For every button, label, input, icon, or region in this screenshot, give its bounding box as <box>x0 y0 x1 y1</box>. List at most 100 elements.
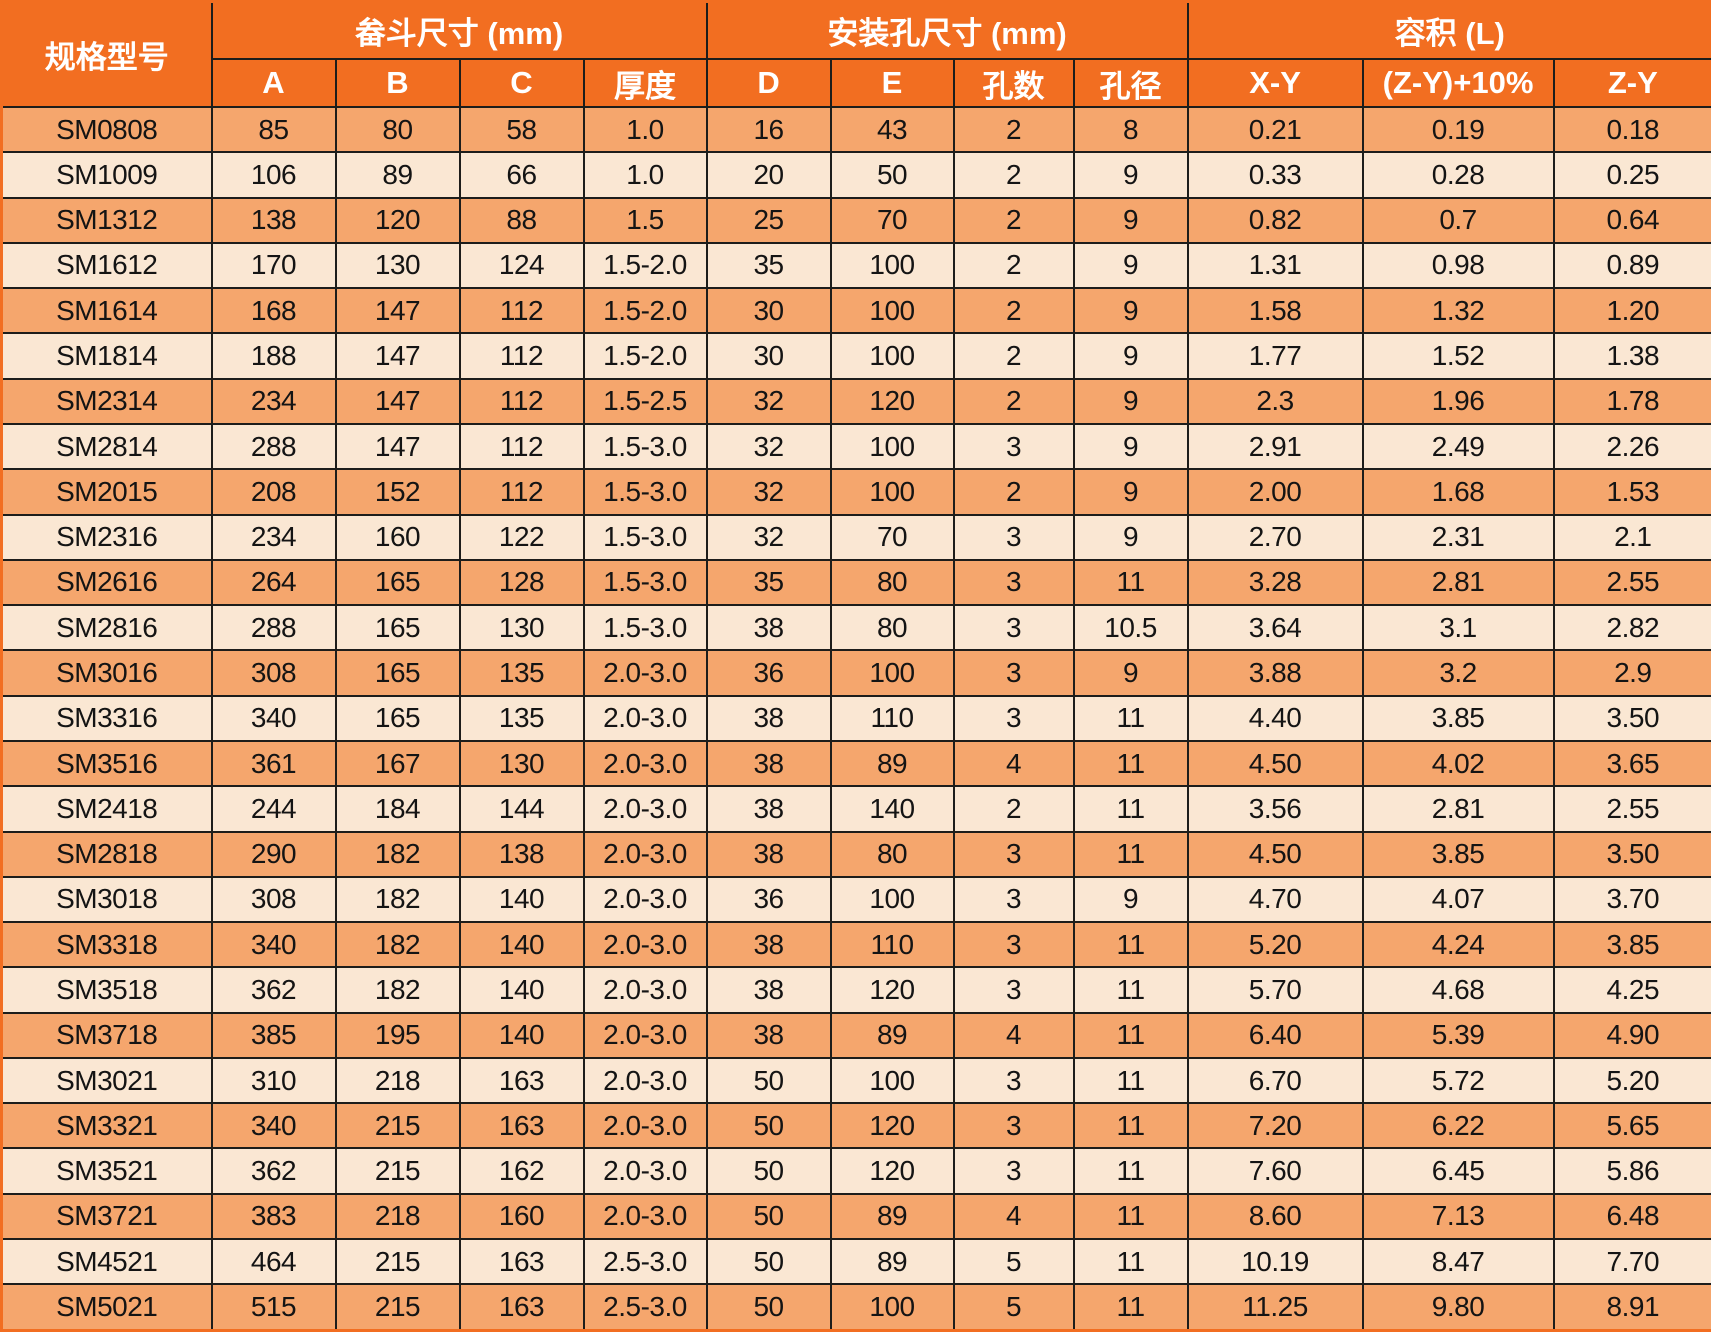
model-cell: SM3321 <box>0 1102 213 1150</box>
value-cell: 9 <box>1072 151 1189 199</box>
value-cell: 3.28 <box>1186 558 1364 607</box>
model-cell: SM3016 <box>0 649 213 697</box>
value-cell: 89 <box>829 739 955 788</box>
value-cell: 3.85 <box>1552 921 1711 969</box>
value-cell: 2.55 <box>1552 785 1711 833</box>
value-cell: 0.89 <box>1552 241 1711 290</box>
value-cell: 1.68 <box>1361 468 1555 516</box>
table-body: SM0808 85 80 58 1.0 16 43 2 8 0.21 0.19 0.18 SM1009 1… <box>0 105 1711 1332</box>
value-cell: 80 <box>334 105 461 154</box>
model-cell: SM1612 <box>0 241 213 290</box>
table-row: SM3318 340 182 140 2.0-3.0 38 110 3 11 5.20 4.24 3.… <box>0 921 1711 969</box>
col-header-thickness: 厚度 <box>582 58 708 108</box>
value-cell: 100 <box>829 1283 955 1332</box>
value-cell: 1.77 <box>1186 332 1364 380</box>
value-cell: 184 <box>334 785 461 833</box>
value-cell: 9 <box>1072 377 1189 425</box>
value-cell: 100 <box>829 422 955 471</box>
value-cell: 162 <box>458 1147 585 1195</box>
value-cell: 234 <box>210 513 337 561</box>
value-cell: 8.47 <box>1361 1238 1555 1286</box>
value-cell: 3 <box>952 1147 1075 1195</box>
value-cell: 188 <box>210 332 337 380</box>
value-cell: 4 <box>952 1192 1075 1241</box>
value-cell: 1.5-3.0 <box>582 604 708 652</box>
value-cell: 11 <box>1072 1283 1189 1332</box>
value-cell: 8.60 <box>1186 1192 1364 1241</box>
value-cell: 2 <box>952 105 1075 154</box>
value-cell: 218 <box>334 1192 461 1241</box>
value-cell: 362 <box>210 966 337 1014</box>
value-cell: 1.32 <box>1361 287 1555 335</box>
value-cell: 3 <box>952 830 1075 878</box>
value-cell: 38 <box>705 694 832 742</box>
table-row: SM3516 361 167 130 2.0-3.0 38 89 4 11 4.50 4.02 3.6… <box>0 739 1711 788</box>
value-cell: 9 <box>1072 287 1189 335</box>
table-header: 规格型号 畚斗尺寸 (mm) 安装孔尺寸 (mm) 容积 (L) A B C 厚… <box>0 0 1711 108</box>
value-cell: 112 <box>458 468 585 516</box>
value-cell: 130 <box>458 604 585 652</box>
value-cell: 2 <box>952 196 1075 244</box>
value-cell: 50 <box>705 1056 832 1105</box>
header-group-volume: 容积 (L) <box>1186 0 1711 60</box>
value-cell: 140 <box>829 785 955 833</box>
value-cell: 1.5-3.0 <box>582 558 708 607</box>
value-cell: 135 <box>458 694 585 742</box>
table-row: SM2314 234 147 112 1.5-2.5 32 120 2 9 2.3 1.96 1.78 <box>0 377 1711 425</box>
value-cell: 3 <box>952 422 1075 471</box>
value-cell: 2.0-3.0 <box>582 1102 708 1150</box>
value-cell: 6.22 <box>1361 1102 1555 1150</box>
value-cell: 4.50 <box>1186 830 1364 878</box>
col-header-z-y: Z-Y <box>1552 58 1711 108</box>
value-cell: 112 <box>458 287 585 335</box>
value-cell: 0.28 <box>1361 151 1555 199</box>
value-cell: 120 <box>829 1102 955 1150</box>
value-cell: 5.20 <box>1552 1056 1711 1105</box>
table-row: SM3518 362 182 140 2.0-3.0 38 120 3 11 5.70 4.68 4.… <box>0 966 1711 1014</box>
value-cell: 2.0-3.0 <box>582 1192 708 1241</box>
value-cell: 9.80 <box>1361 1283 1555 1332</box>
table-row: SM2015 208 152 112 1.5-3.0 32 100 2 9 2.00 1.68 1.5… <box>0 468 1711 516</box>
model-cell: SM3718 <box>0 1011 213 1059</box>
value-cell: 3.50 <box>1552 830 1711 878</box>
value-cell: 288 <box>210 604 337 652</box>
value-cell: 3.50 <box>1552 694 1711 742</box>
value-cell: 2.81 <box>1361 785 1555 833</box>
value-cell: 2.0-3.0 <box>582 966 708 1014</box>
value-cell: 50 <box>705 1238 832 1286</box>
table-row: SM2818 290 182 138 2.0-3.0 38 80 3 11 4.50 3.85 3.5… <box>0 830 1711 878</box>
value-cell: 6.70 <box>1186 1056 1364 1105</box>
value-cell: 340 <box>210 921 337 969</box>
value-cell: 100 <box>829 287 955 335</box>
model-cell: SM3521 <box>0 1147 213 1195</box>
value-cell: 7.13 <box>1361 1192 1555 1241</box>
value-cell: 9 <box>1072 649 1189 697</box>
value-cell: 120 <box>829 966 955 1014</box>
value-cell: 3.88 <box>1186 649 1364 697</box>
table-row: SM4521 464 215 163 2.5-3.0 50 89 5 11 10.19 8.47 7.… <box>0 1238 1711 1286</box>
value-cell: 340 <box>210 694 337 742</box>
value-cell: 112 <box>458 332 585 380</box>
value-cell: 288 <box>210 422 337 471</box>
value-cell: 218 <box>334 1056 461 1105</box>
value-cell: 4.50 <box>1186 739 1364 788</box>
value-cell: 215 <box>334 1283 461 1332</box>
model-cell: SM5021 <box>0 1283 213 1332</box>
header-group-row: 规格型号 畚斗尺寸 (mm) 安装孔尺寸 (mm) 容积 (L) <box>0 0 1711 108</box>
value-cell: 2.0-3.0 <box>582 694 708 742</box>
value-cell: 43 <box>829 105 955 154</box>
value-cell: 11 <box>1072 558 1189 607</box>
value-cell: 38 <box>705 785 832 833</box>
value-cell: 147 <box>334 422 461 471</box>
value-cell: 50 <box>829 151 955 199</box>
value-cell: 2.49 <box>1361 422 1555 471</box>
value-cell: 163 <box>458 1238 585 1286</box>
table-row: SM3016 308 165 135 2.0-3.0 36 100 3 9 3.88 3.2 2.9 <box>0 649 1711 697</box>
value-cell: 2.3 <box>1186 377 1364 425</box>
value-cell: 340 <box>210 1102 337 1150</box>
value-cell: 32 <box>705 468 832 516</box>
value-cell: 1.5-3.0 <box>582 513 708 561</box>
col-header-x-y: X-Y <box>1186 58 1364 108</box>
value-cell: 0.98 <box>1361 241 1555 290</box>
value-cell: 385 <box>210 1011 337 1059</box>
